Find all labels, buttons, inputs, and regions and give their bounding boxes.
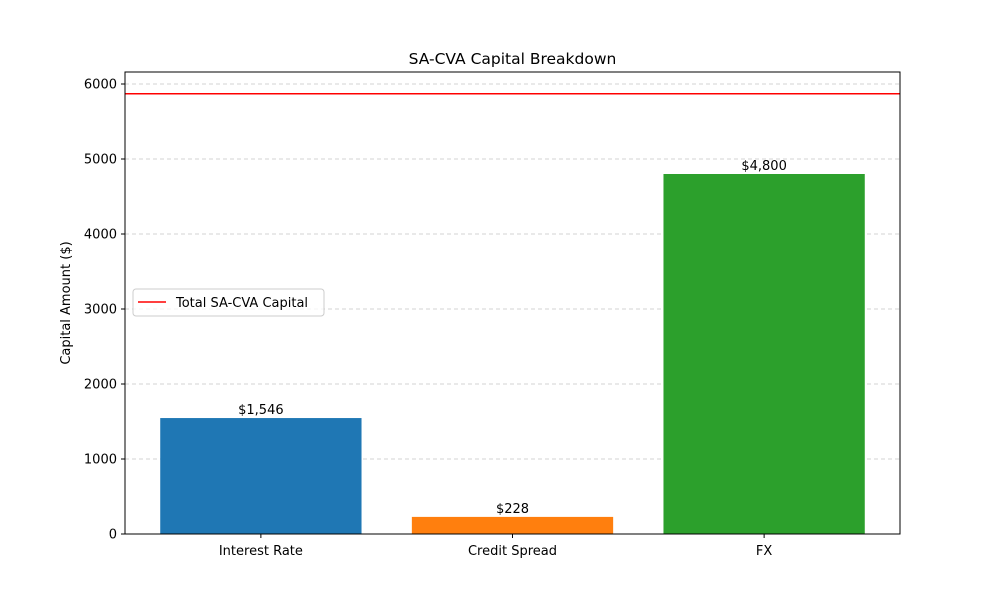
bar-value-label: $1,546 <box>238 403 284 418</box>
bars <box>160 174 865 534</box>
x-tick-label: Interest Rate <box>219 544 303 559</box>
bar-value-labels: $1,546 $228 $4,800 <box>238 159 787 517</box>
y-axis-label: Capital Amount ($) <box>59 241 74 364</box>
legend-box <box>132 288 325 317</box>
bar-interest-rate <box>160 418 362 534</box>
y-tick-label: 1000 <box>84 453 117 468</box>
axis-ticks: 0 1000 2000 3000 4000 5000 6000 Interest Rate Cr… <box>84 78 772 560</box>
x-tick-label: Credit Spread <box>468 544 557 559</box>
y-tick-label: 3000 <box>84 303 117 318</box>
bar-value-label: $4,800 <box>741 159 787 174</box>
bar-credit-spread <box>411 516 614 534</box>
y-tick-label: 4000 <box>84 228 117 243</box>
y-tick-label: 5000 <box>84 153 117 168</box>
y-tick-label: 0 <box>109 528 117 543</box>
y-tick-label: 6000 <box>84 78 117 93</box>
y-tick-label: 2000 <box>84 378 117 393</box>
chart-title: SA-CVA Capital Breakdown <box>409 50 617 68</box>
bar-value-label: $228 <box>496 502 529 517</box>
legend-label: Total SA-CVA Capital <box>175 296 308 311</box>
bar-fx <box>663 174 865 534</box>
legend: Total SA-CVA Capital <box>132 288 325 317</box>
x-tick-label: FX <box>756 544 772 559</box>
